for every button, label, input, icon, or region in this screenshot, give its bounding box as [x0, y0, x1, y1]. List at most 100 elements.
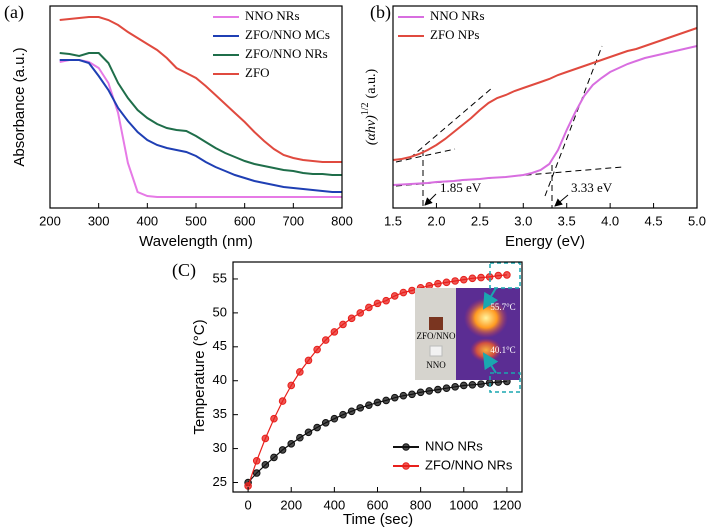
data-point [459, 275, 468, 284]
panel-label: (b) [370, 2, 391, 23]
data-point [287, 440, 296, 448]
x-tick-label: 400 [324, 497, 346, 512]
x-tick-label: 400 [136, 213, 158, 228]
y-axis-label-sup: 1/2 [360, 102, 371, 115]
y-tick-label: 50 [213, 304, 227, 319]
data-point [270, 453, 278, 462]
data-point [390, 393, 399, 402]
x-tick-label: 5.0 [688, 213, 706, 228]
data-point [416, 388, 425, 397]
data-point [399, 391, 408, 400]
x-tick-label: 500 [185, 213, 207, 228]
data-point [347, 407, 356, 416]
data-point [304, 356, 313, 365]
legend-label: NNO NRs [430, 8, 485, 23]
x-axis-label: Wavelength (nm) [139, 233, 253, 250]
x-tick-label: 600 [367, 497, 389, 512]
x-tick-label: 3.0 [514, 213, 532, 228]
series-line [59, 59, 342, 198]
x-tick-label: 4.5 [645, 213, 663, 228]
data-point [339, 320, 347, 329]
series-line [392, 45, 698, 186]
data-point [459, 381, 468, 390]
data-point [252, 456, 261, 465]
sample-zfo-nno [429, 317, 443, 330]
baseline [395, 148, 456, 163]
data-point [287, 381, 296, 390]
inset-image [415, 262, 521, 393]
x-tick-label: 800 [410, 497, 432, 512]
highlight-box [489, 262, 521, 289]
data-point [261, 434, 270, 443]
data-point [503, 271, 511, 279]
y-tick-label: 40 [213, 372, 227, 387]
highlight-box [489, 372, 521, 393]
data-point [477, 273, 485, 282]
data-point [339, 410, 347, 419]
series-line [59, 52, 342, 176]
data-point [313, 423, 321, 432]
y-tick-label: 35 [213, 406, 227, 421]
x-tick-label: 1200 [492, 497, 521, 512]
y-axis-label: Absorbance (a.u.) [11, 47, 28, 166]
data-point [261, 461, 270, 469]
legend-label: ZFO/NNO MCs [245, 27, 330, 42]
panel-label: (C) [172, 260, 196, 281]
data-point [468, 381, 477, 389]
data-point [252, 469, 261, 477]
series-line [392, 27, 698, 161]
x-tick-label: 2.0 [427, 213, 445, 228]
y-tick-label: 30 [213, 440, 227, 455]
data-point [330, 328, 339, 336]
data-point [390, 292, 399, 300]
data-point [347, 314, 356, 323]
sample-nno [429, 345, 443, 357]
data-point [442, 278, 451, 287]
y-tick-label: 25 [213, 474, 227, 489]
x-tick-label: 800 [331, 213, 353, 228]
data-point [425, 387, 434, 395]
x-axis-label: Energy (eV) [505, 233, 585, 250]
x-tick-label: 2.5 [471, 213, 489, 228]
series-line [59, 59, 342, 193]
legend-label: ZFO NPs [430, 27, 480, 42]
x-tick-label: 0 [244, 497, 251, 512]
y-axis-label-main: (αhν) [364, 115, 379, 145]
data-point [373, 398, 382, 407]
inset-label: 55.7°C [490, 302, 515, 312]
data-point [330, 414, 339, 423]
tangent [409, 87, 493, 159]
inset-label: 40.1°C [490, 345, 515, 355]
arrow [554, 194, 569, 207]
y-tick-label: 55 [213, 270, 227, 285]
y-axis-label-unit: (a.u.) [364, 69, 379, 99]
data-point [451, 383, 459, 391]
inset-label: NNO [426, 360, 446, 370]
data-point [408, 390, 416, 399]
data-point [356, 309, 365, 317]
x-tick-label: 200 [280, 497, 302, 512]
x-tick-label: 700 [282, 213, 304, 228]
data-point [399, 288, 408, 297]
data-point [313, 345, 321, 354]
arrow [482, 352, 499, 374]
annotation: 3.33 eV [571, 180, 613, 195]
series-line [59, 16, 342, 163]
data-point [451, 277, 459, 285]
plot-frame [232, 261, 523, 493]
data-point [382, 396, 390, 405]
data-point [365, 401, 373, 409]
legend-label: ZFO/NNO NRs [245, 46, 328, 61]
arrow [424, 193, 437, 206]
data-point [468, 274, 477, 283]
data-point [365, 303, 373, 312]
plot-frame [392, 5, 698, 209]
legend-label: ZFO/NNO NRs [425, 457, 513, 472]
x-tick-label: 1000 [449, 497, 478, 512]
data-point [278, 446, 287, 454]
data-point [373, 299, 382, 308]
legend-marker [402, 443, 410, 451]
data-point [408, 286, 416, 295]
arrow [482, 287, 499, 310]
